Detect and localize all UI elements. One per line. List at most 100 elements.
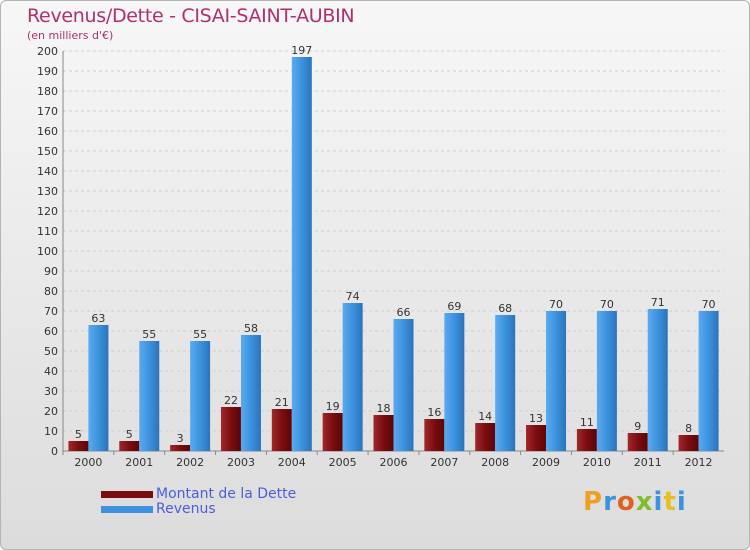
dette-bar xyxy=(373,415,394,451)
logo-letter: o xyxy=(616,487,636,517)
data-label: 5 xyxy=(126,428,133,441)
data-label: 3 xyxy=(177,432,184,445)
data-label: 18 xyxy=(377,402,391,415)
revenus-bar xyxy=(596,311,617,451)
revenus-bar xyxy=(698,311,719,451)
data-label: 66 xyxy=(397,306,411,319)
revenus-bar xyxy=(495,315,516,451)
y-tick-label: 110 xyxy=(37,225,58,238)
logo-letter: t xyxy=(663,487,677,517)
x-tick-label: 2010 xyxy=(583,456,611,469)
y-tick-label: 100 xyxy=(37,245,58,258)
data-label: 197 xyxy=(291,44,312,57)
y-tick-label: 70 xyxy=(44,305,58,318)
x-tick-label: 2009 xyxy=(532,456,560,469)
legend-swatch-dette xyxy=(101,491,153,498)
revenus-bar xyxy=(342,303,363,451)
legend-swatch-revenus xyxy=(101,506,153,513)
data-label: 11 xyxy=(580,416,594,429)
dette-bar xyxy=(526,425,547,451)
y-tick-label: 20 xyxy=(44,405,58,418)
x-tick-label: 2004 xyxy=(278,456,306,469)
logo-letter: x xyxy=(635,487,654,517)
data-label: 63 xyxy=(91,312,105,325)
legend-label-dette: Montant de la Dette xyxy=(156,486,297,502)
x-tick-label: 2008 xyxy=(481,456,509,469)
x-tick-label: 2003 xyxy=(227,456,255,469)
y-tick-label: 60 xyxy=(44,325,58,338)
dette-bar xyxy=(68,441,89,451)
data-label: 70 xyxy=(702,298,716,311)
x-tick-label: 2012 xyxy=(685,456,713,469)
dette-bar xyxy=(119,441,140,451)
y-tick-label: 50 xyxy=(44,345,58,358)
chart-title: Revenus/Dette - CISAI-SAINT-AUBIN xyxy=(27,5,355,27)
y-tick-label: 190 xyxy=(37,65,58,78)
y-tick-label: 40 xyxy=(44,365,58,378)
revenus-bar xyxy=(444,313,465,451)
revenus-bar xyxy=(190,341,211,451)
y-tick-label: 120 xyxy=(37,205,58,218)
y-tick-label: 150 xyxy=(37,145,58,158)
data-label: 70 xyxy=(600,298,614,311)
data-label: 13 xyxy=(529,412,543,425)
y-tick-label: 200 xyxy=(37,45,58,58)
data-label: 55 xyxy=(193,328,207,341)
x-tick-label: 2005 xyxy=(329,456,357,469)
logo-letter: P xyxy=(583,487,604,517)
y-tick-label: 10 xyxy=(44,425,58,438)
data-label: 22 xyxy=(224,394,238,407)
revenus-bar xyxy=(139,341,160,451)
data-label: 5 xyxy=(75,428,82,441)
dette-bar xyxy=(170,445,191,451)
x-tick-label: 2011 xyxy=(634,456,662,469)
dette-bar xyxy=(424,419,445,451)
logo-letter: i xyxy=(653,487,664,517)
y-tick-label: 80 xyxy=(44,285,58,298)
legend-label-revenus: Revenus xyxy=(156,501,216,517)
dette-bar xyxy=(576,429,597,451)
revenus-bar xyxy=(240,335,261,451)
x-tick-label: 2006 xyxy=(380,456,408,469)
logo-letter: r xyxy=(603,487,617,517)
data-label: 69 xyxy=(447,300,461,313)
data-label: 68 xyxy=(498,302,512,315)
data-label: 8 xyxy=(685,422,692,435)
data-label: 55 xyxy=(142,328,156,341)
revenus-bar xyxy=(291,57,312,451)
proxiti-logo: Proxiti xyxy=(583,487,687,517)
y-tick-label: 130 xyxy=(37,185,58,198)
revenus-bar xyxy=(88,325,109,451)
chart-subtitle: (en milliers d'€) xyxy=(27,29,114,42)
x-tick-label: 2002 xyxy=(176,456,204,469)
y-tick-label: 180 xyxy=(37,85,58,98)
y-tick-label: 160 xyxy=(37,125,58,138)
data-label: 19 xyxy=(326,400,340,413)
dette-bar xyxy=(322,413,343,451)
data-label: 70 xyxy=(549,298,563,311)
data-label: 58 xyxy=(244,322,258,335)
logo-letter: i xyxy=(676,487,687,517)
y-tick-label: 140 xyxy=(37,165,58,178)
x-tick-label: 2001 xyxy=(125,456,153,469)
x-tick-label: 2007 xyxy=(430,456,458,469)
data-label: 9 xyxy=(634,420,641,433)
dette-bar xyxy=(220,407,241,451)
revenus-bar xyxy=(546,311,567,451)
data-label: 74 xyxy=(346,290,360,303)
data-label: 71 xyxy=(651,296,665,309)
x-tick-label: 2000 xyxy=(74,456,102,469)
dette-bar xyxy=(678,435,699,451)
dette-bar xyxy=(271,409,292,451)
dette-bar xyxy=(475,423,496,451)
y-tick-label: 30 xyxy=(44,385,58,398)
data-label: 14 xyxy=(478,410,492,423)
y-tick-label: 0 xyxy=(51,445,58,458)
revenus-bar xyxy=(647,309,668,451)
y-tick-label: 170 xyxy=(37,105,58,118)
y-tick-label: 90 xyxy=(44,265,58,278)
dette-bar xyxy=(627,433,648,451)
revenus-bar xyxy=(393,319,414,451)
